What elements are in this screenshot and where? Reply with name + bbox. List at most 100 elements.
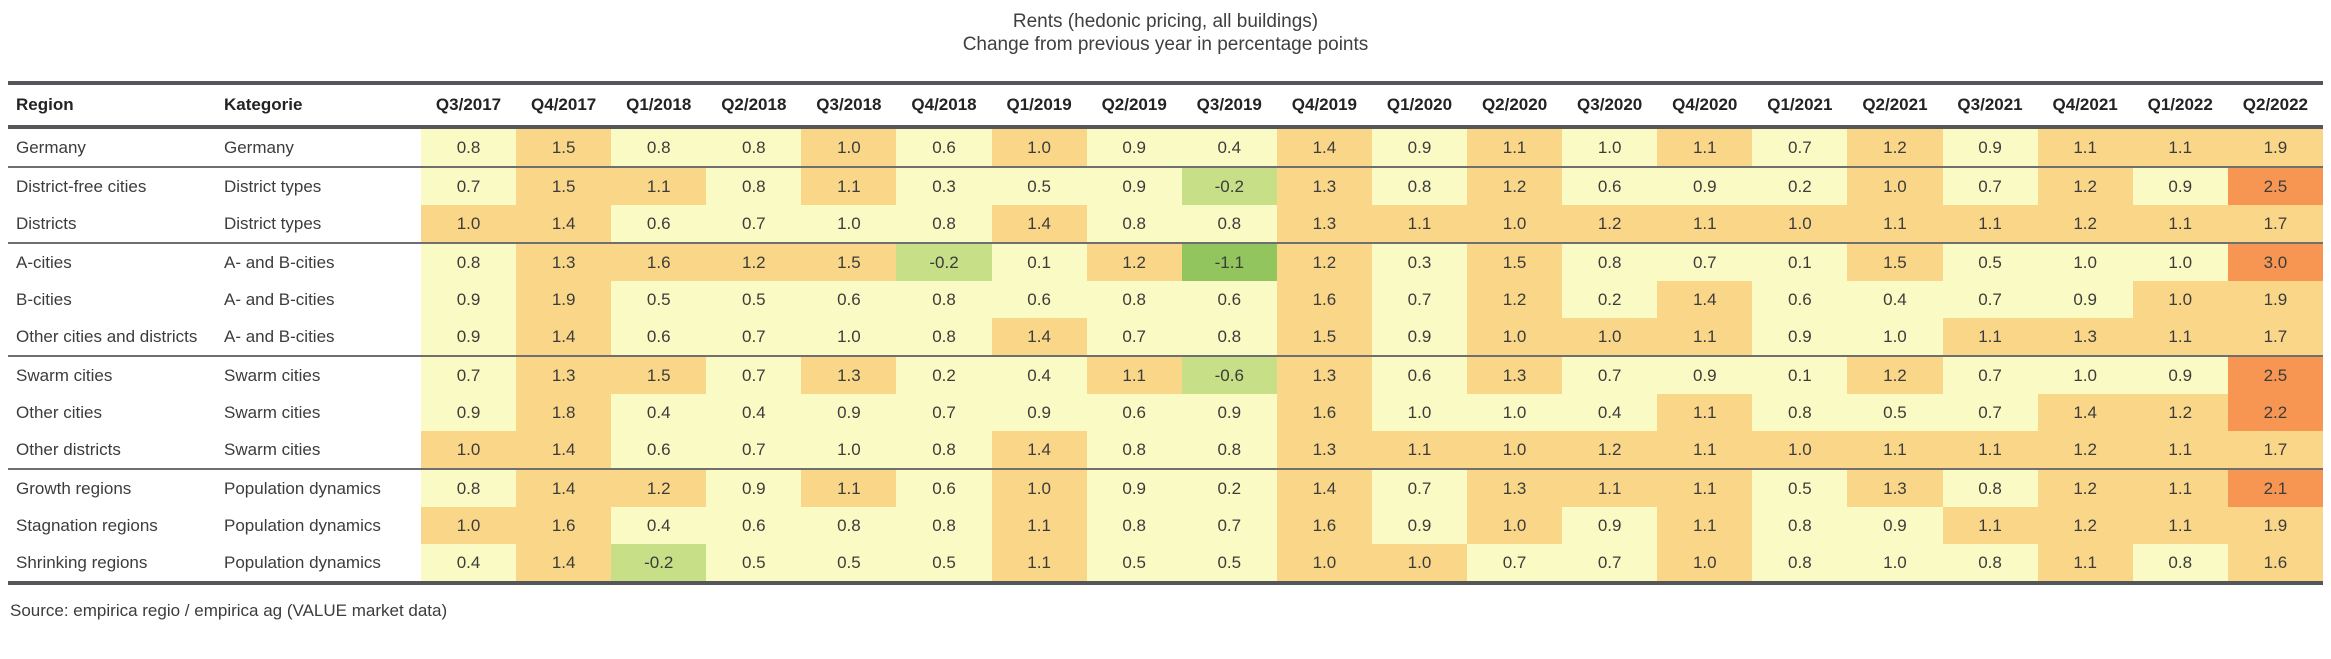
value-cell: -1.1	[1181, 243, 1277, 281]
value-cell: 1.3	[1276, 205, 1372, 243]
column-header-quarter: Q1/2019	[1006, 95, 1072, 114]
value-cell: 0.4	[611, 507, 707, 544]
value-cell: 0.7	[1942, 167, 2038, 205]
value-cell: 1.1	[1847, 205, 1943, 243]
value-cell: 0.7	[896, 394, 992, 431]
value-cell: 1.0	[1847, 167, 1943, 205]
value-cell: 0.5	[1086, 544, 1182, 583]
value-cell: 0.6	[1086, 394, 1182, 431]
value-cell: 0.8	[1181, 431, 1277, 469]
column-header-quarter: Q2/2022	[2242, 95, 2308, 114]
value-cell: 0.5	[1752, 469, 1848, 507]
value-cell: 1.7	[2227, 431, 2323, 469]
value-cell: 0.4	[706, 394, 802, 431]
value-cell: 1.3	[1467, 469, 1563, 507]
value-cell: 0.4	[421, 544, 517, 583]
value-cell: 0.1	[1752, 243, 1848, 281]
value-cell: -0.6	[1181, 356, 1277, 394]
value-cell: 1.4	[1657, 281, 1753, 318]
value-cell: 0.3	[896, 167, 992, 205]
value-cell: 1.2	[1562, 431, 1658, 469]
value-cell: 1.1	[1657, 507, 1753, 544]
value-cell: 0.1	[991, 243, 1087, 281]
value-cell: 1.3	[516, 243, 612, 281]
column-header-quarter: Q1/2021	[1767, 95, 1833, 114]
value-cell: 1.2	[1086, 243, 1182, 281]
value-cell: 1.2	[2037, 431, 2133, 469]
value-cell: 1.1	[2132, 507, 2228, 544]
value-cell: 0.8	[1086, 281, 1182, 318]
table-body: Germany Germany 0.8 1.5 0.8 0.8 1.0 0.6 1.0 0.9 0.…	[8, 127, 2323, 583]
value-cell: 0.8	[1752, 394, 1848, 431]
value-cell: 0.7	[1942, 356, 2038, 394]
kategorie-cell: A- and B-cities	[216, 243, 421, 281]
value-cell: 1.0	[1371, 394, 1468, 431]
value-cell: 0.6	[1562, 167, 1658, 205]
value-cell: 0.8	[1086, 431, 1182, 469]
value-cell: 1.2	[2037, 205, 2133, 243]
region-cell: A-cities	[8, 243, 216, 281]
value-cell: 1.2	[1467, 281, 1563, 318]
value-cell: 2.5	[2227, 167, 2323, 205]
column-header-quarter: Q3/2019	[1196, 95, 1262, 114]
region-cell: Districts	[8, 205, 216, 243]
value-cell: 1.0	[801, 127, 897, 167]
value-cell: 1.0	[991, 469, 1087, 507]
value-cell: 0.8	[611, 127, 707, 167]
value-cell: 1.1	[1086, 356, 1182, 394]
column-header-quarter: Q3/2021	[1957, 95, 2023, 114]
value-cell: 1.8	[516, 394, 612, 431]
value-cell: 1.0	[1276, 544, 1372, 583]
value-cell: 0.7	[706, 318, 802, 356]
value-cell: 0.8	[1086, 507, 1182, 544]
value-cell: 1.1	[1371, 205, 1468, 243]
value-cell: 1.4	[1276, 127, 1372, 167]
region-cell: Stagnation regions	[8, 507, 216, 544]
value-cell: 1.4	[991, 431, 1087, 469]
value-cell: 0.6	[706, 507, 802, 544]
value-cell: 1.7	[2227, 205, 2323, 243]
value-cell: -0.2	[896, 243, 992, 281]
value-cell: 0.6	[611, 431, 707, 469]
kategorie-cell: A- and B-cities	[216, 318, 421, 356]
value-cell: 0.9	[2132, 356, 2228, 394]
region-cell: B-cities	[8, 281, 216, 318]
value-cell: 0.8	[1942, 469, 2038, 507]
value-cell: 0.9	[1657, 167, 1753, 205]
value-cell: 1.2	[1562, 205, 1658, 243]
value-cell: 1.1	[2132, 205, 2228, 243]
value-cell: 0.9	[1847, 507, 1943, 544]
column-header-quarter: Q4/2017	[531, 95, 597, 114]
rents-heatmap-table: Region Kategorie Q3/2017 Q4/2017 Q1/2018 Q2…	[8, 81, 2323, 585]
value-cell: 0.7	[1752, 127, 1848, 167]
value-cell: 0.8	[421, 469, 517, 507]
value-cell: 0.8	[1371, 167, 1468, 205]
value-cell: 0.8	[1942, 544, 2038, 583]
value-cell: 1.4	[516, 469, 612, 507]
column-header-quarter: Q3/2020	[1577, 95, 1643, 114]
value-cell: 0.9	[1752, 318, 1848, 356]
value-cell: 0.8	[801, 507, 897, 544]
column-header-quarter: Q4/2021	[2052, 95, 2118, 114]
value-cell: 0.6	[801, 281, 897, 318]
value-cell: 1.2	[2037, 469, 2133, 507]
value-cell: 0.4	[611, 394, 707, 431]
value-cell: 1.1	[2132, 127, 2228, 167]
column-header-quarter: Q4/2018	[911, 95, 977, 114]
value-cell: 1.9	[516, 281, 612, 318]
value-cell: 0.7	[1657, 243, 1753, 281]
value-cell: 0.9	[1371, 318, 1468, 356]
value-cell: 0.9	[706, 469, 802, 507]
value-cell: 0.9	[801, 394, 897, 431]
value-cell: 0.7	[1942, 281, 2038, 318]
value-cell: 1.6	[611, 243, 707, 281]
value-cell: 1.2	[2037, 167, 2133, 205]
value-cell: 0.9	[1942, 127, 2038, 167]
value-cell: 1.0	[1467, 394, 1563, 431]
value-cell: 1.1	[1942, 318, 2038, 356]
value-cell: 0.8	[896, 431, 992, 469]
value-cell: 1.4	[1276, 469, 1372, 507]
value-cell: 0.9	[2037, 281, 2133, 318]
value-cell: 0.6	[611, 205, 707, 243]
kategorie-cell: Population dynamics	[216, 507, 421, 544]
